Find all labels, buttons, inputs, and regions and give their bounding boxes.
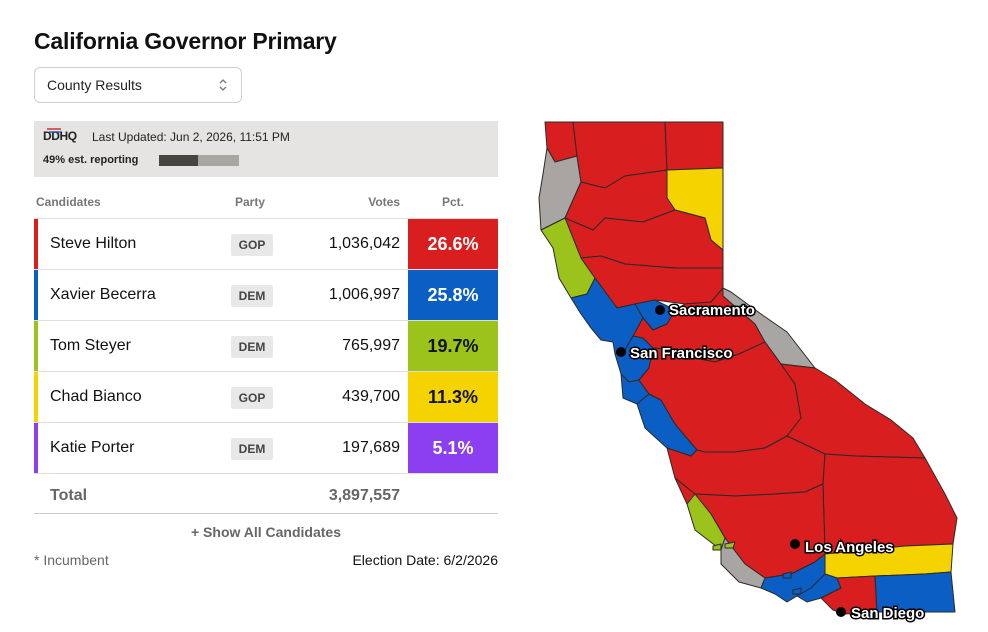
election-date: Election Date: 6/2/2026	[352, 552, 498, 568]
city-label: Sacramento	[669, 302, 755, 319]
results-view-select-value: County Results	[47, 77, 142, 93]
party-badge: DEM	[231, 285, 273, 307]
candidate-name: Katie Porter	[50, 439, 135, 456]
party-badge: DEM	[231, 336, 273, 358]
candidate-name: Steve Hilton	[50, 235, 137, 252]
candidate-row: Xavier Becerra DEM 1,006,997 25.8%	[34, 269, 498, 320]
island-region	[782, 571, 792, 579]
candidate-pct: 26.6%	[408, 219, 498, 269]
california-county-map: Sacramento San Francisco Los Angeles San…	[538, 121, 958, 624]
show-all-candidates-button[interactable]: + Show All Candidates	[190, 524, 341, 540]
candidate-name: Xavier Becerra	[50, 286, 156, 303]
candidate-row: Steve Hilton GOP 1,036,042 26.6%	[34, 218, 498, 269]
candidate-color-stripe	[34, 321, 38, 371]
city-label: San Francisco	[630, 345, 733, 362]
total-row: Total 3,897,557	[34, 473, 498, 514]
candidate-pct: 5.1%	[408, 423, 498, 473]
city-label: Los Angeles	[805, 539, 894, 556]
total-label: Total	[50, 487, 88, 504]
city-dot	[616, 347, 626, 357]
reporting-progress-bar	[159, 155, 239, 166]
page-title: California Governor Primary	[34, 28, 337, 54]
reporting-label: 49% est. reporting	[43, 154, 139, 166]
candidate-votes: 197,689	[342, 439, 400, 456]
candidate-color-stripe	[34, 423, 38, 473]
candidate-row: Katie Porter DEM 197,689 5.1%	[34, 422, 498, 473]
check-mark-icon	[47, 128, 61, 133]
island-region	[712, 543, 722, 551]
ddhq-logo: DDHQ	[43, 128, 77, 143]
island-region	[724, 541, 736, 549]
city-dot	[655, 305, 665, 315]
results-view-select[interactable]: County Results	[34, 67, 242, 103]
candidate-color-stripe	[34, 372, 38, 422]
candidate-row: Tom Steyer DEM 765,997 19.7%	[34, 320, 498, 371]
city-dot	[836, 607, 846, 617]
status-panel: DDHQ Last Updated: Jun 2, 2026, 11:51 PM…	[34, 121, 498, 177]
candidate-color-stripe	[34, 219, 38, 269]
candidate-pct: 11.3%	[408, 372, 498, 422]
candidate-votes: 1,036,042	[328, 235, 400, 252]
island-region	[792, 587, 802, 595]
total-votes: 3,897,557	[328, 487, 400, 504]
city-dot	[790, 539, 800, 549]
county-region[interactable]	[874, 571, 956, 613]
header-candidates: Candidates	[36, 195, 101, 209]
last-updated: Last Updated: Jun 2, 2026, 11:51 PM	[92, 130, 290, 144]
candidate-color-stripe	[34, 270, 38, 320]
candidate-votes: 439,700	[342, 388, 400, 405]
party-badge: DEM	[231, 438, 273, 460]
city-markers: Sacramento San Francisco Los Angeles San…	[616, 301, 926, 624]
candidate-name: Chad Bianco	[50, 388, 142, 405]
candidate-table: Steve Hilton GOP 1,036,042 26.6% Xavier …	[34, 218, 498, 473]
county-region[interactable]	[664, 121, 724, 171]
reporting-progress-fill	[159, 155, 199, 166]
candidate-name: Tom Steyer	[50, 337, 131, 354]
header-party: Party	[235, 195, 266, 209]
party-badge: GOP	[231, 387, 273, 409]
city-label: San Diego	[851, 605, 924, 622]
incumbent-note: * Incumbent	[34, 552, 109, 568]
party-badge: GOP	[231, 234, 273, 256]
header-votes: Votes	[368, 195, 400, 209]
candidate-votes: 1,006,997	[328, 286, 400, 303]
chevron-updown-icon	[219, 79, 227, 91]
candidate-pct: 19.7%	[408, 321, 498, 371]
candidate-row: Chad Bianco GOP 439,700 11.3%	[34, 371, 498, 422]
candidate-votes: 765,997	[342, 337, 400, 354]
header-pct: Pct.	[441, 195, 464, 209]
candidate-pct: 25.8%	[408, 270, 498, 320]
